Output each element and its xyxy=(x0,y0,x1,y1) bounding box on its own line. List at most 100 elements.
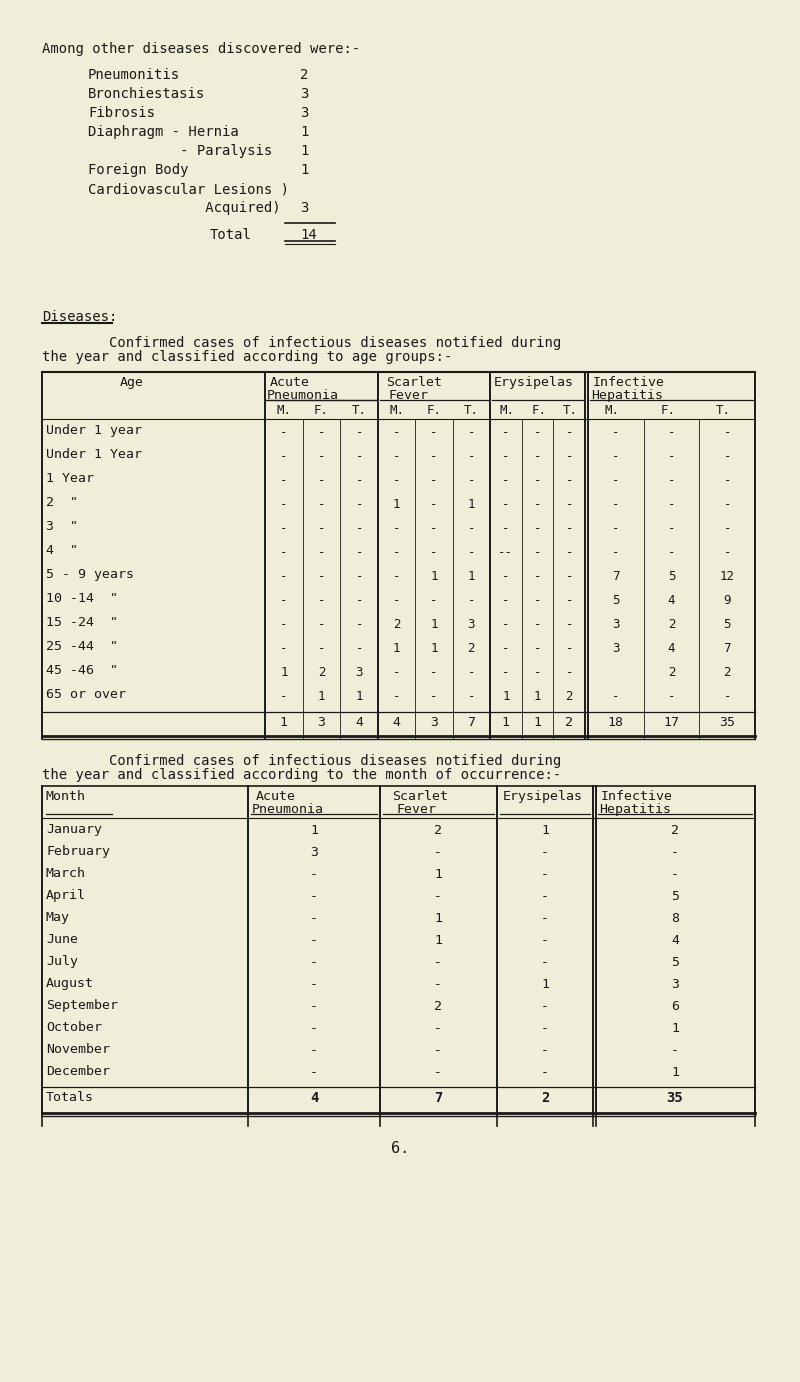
Text: 1: 1 xyxy=(318,690,326,703)
Text: -: - xyxy=(393,546,401,558)
Text: -: - xyxy=(541,1043,549,1057)
Text: -: - xyxy=(355,594,363,607)
Text: 1: 1 xyxy=(467,569,475,583)
Text: -: - xyxy=(355,522,363,535)
Text: August: August xyxy=(46,977,94,990)
Text: 3: 3 xyxy=(310,846,318,860)
Text: 2  ": 2 " xyxy=(46,496,78,509)
Text: -: - xyxy=(318,498,326,511)
Text: Totals: Totals xyxy=(46,1090,94,1104)
Text: -: - xyxy=(723,498,731,511)
Text: May: May xyxy=(46,911,70,925)
Text: -: - xyxy=(671,868,679,880)
Text: 1: 1 xyxy=(280,716,288,728)
Text: -: - xyxy=(541,1001,549,1013)
Text: October: October xyxy=(46,1021,102,1034)
Text: 3: 3 xyxy=(467,618,475,632)
Text: Infective: Infective xyxy=(601,791,673,803)
Text: 12: 12 xyxy=(720,569,734,583)
Text: -: - xyxy=(668,522,675,535)
Text: -: - xyxy=(668,426,675,439)
Text: -: - xyxy=(280,522,287,535)
Text: -: - xyxy=(671,846,679,860)
Text: 1: 1 xyxy=(534,690,542,703)
Text: 4: 4 xyxy=(668,643,675,655)
Text: -: - xyxy=(534,474,542,486)
Text: -: - xyxy=(502,569,510,583)
Text: -: - xyxy=(502,522,510,535)
Text: 1: 1 xyxy=(434,868,442,880)
Text: April: April xyxy=(46,889,86,902)
Text: -: - xyxy=(393,451,401,463)
Text: -: - xyxy=(430,522,438,535)
Text: -: - xyxy=(280,498,287,511)
Text: the year and classified according to the month of occurrence:-: the year and classified according to the… xyxy=(42,768,562,782)
Text: 1: 1 xyxy=(393,498,401,511)
Text: -: - xyxy=(355,643,363,655)
Text: 4: 4 xyxy=(355,716,363,728)
Text: June: June xyxy=(46,933,78,947)
Text: -: - xyxy=(434,1023,442,1035)
Text: 2: 2 xyxy=(671,824,679,837)
Text: 9: 9 xyxy=(723,594,731,607)
Text: 3  ": 3 " xyxy=(46,520,78,533)
Text: -: - xyxy=(430,426,438,439)
Text: -: - xyxy=(467,594,475,607)
Text: 5: 5 xyxy=(671,956,679,969)
Text: -: - xyxy=(566,569,573,583)
Text: 1: 1 xyxy=(502,716,510,728)
Text: Acquired): Acquired) xyxy=(88,200,281,216)
Text: -: - xyxy=(318,522,326,535)
Text: -: - xyxy=(541,890,549,902)
Text: 3: 3 xyxy=(318,716,326,728)
Text: Among other diseases discovered were:-: Among other diseases discovered were:- xyxy=(42,41,360,57)
Text: -: - xyxy=(467,546,475,558)
Text: -: - xyxy=(393,690,401,703)
Text: Confirmed cases of infectious diseases notified during: Confirmed cases of infectious diseases n… xyxy=(42,755,562,768)
Text: -: - xyxy=(566,643,573,655)
Text: -: - xyxy=(612,498,619,511)
Text: 1: 1 xyxy=(393,643,401,655)
Text: -: - xyxy=(566,618,573,632)
Text: Erysipelas: Erysipelas xyxy=(503,791,583,803)
Text: -: - xyxy=(434,956,442,969)
Text: -: - xyxy=(723,546,731,558)
Text: -: - xyxy=(612,451,619,463)
Text: 1: 1 xyxy=(502,690,510,703)
Text: 3: 3 xyxy=(430,716,438,728)
Text: -: - xyxy=(566,522,573,535)
Text: -: - xyxy=(723,451,731,463)
Text: -: - xyxy=(668,690,675,703)
Text: -: - xyxy=(566,666,573,679)
Text: -: - xyxy=(280,474,287,486)
Text: F.: F. xyxy=(531,404,546,417)
Text: -: - xyxy=(280,618,287,632)
Text: -: - xyxy=(467,451,475,463)
Text: 5: 5 xyxy=(671,890,679,902)
Text: Hepatitis: Hepatitis xyxy=(591,388,663,402)
Text: -: - xyxy=(430,666,438,679)
Text: -: - xyxy=(612,522,619,535)
Text: -: - xyxy=(502,594,510,607)
Text: 4: 4 xyxy=(668,594,675,607)
Text: -: - xyxy=(502,643,510,655)
Text: 4: 4 xyxy=(393,716,401,728)
Text: -: - xyxy=(434,846,442,860)
Text: Acute: Acute xyxy=(256,791,296,803)
Text: -: - xyxy=(280,451,287,463)
Text: -: - xyxy=(668,474,675,486)
Text: -: - xyxy=(534,498,542,511)
Text: -: - xyxy=(393,522,401,535)
Text: -: - xyxy=(534,666,542,679)
Text: -: - xyxy=(723,474,731,486)
Text: -: - xyxy=(534,569,542,583)
Text: -: - xyxy=(310,868,318,880)
Text: 1: 1 xyxy=(467,498,475,511)
Text: F.: F. xyxy=(314,404,329,417)
Text: 1: 1 xyxy=(534,716,542,728)
Text: -: - xyxy=(541,868,549,880)
Text: -: - xyxy=(310,912,318,925)
Text: 2: 2 xyxy=(565,716,573,728)
Text: January: January xyxy=(46,824,102,836)
Text: -: - xyxy=(612,546,619,558)
